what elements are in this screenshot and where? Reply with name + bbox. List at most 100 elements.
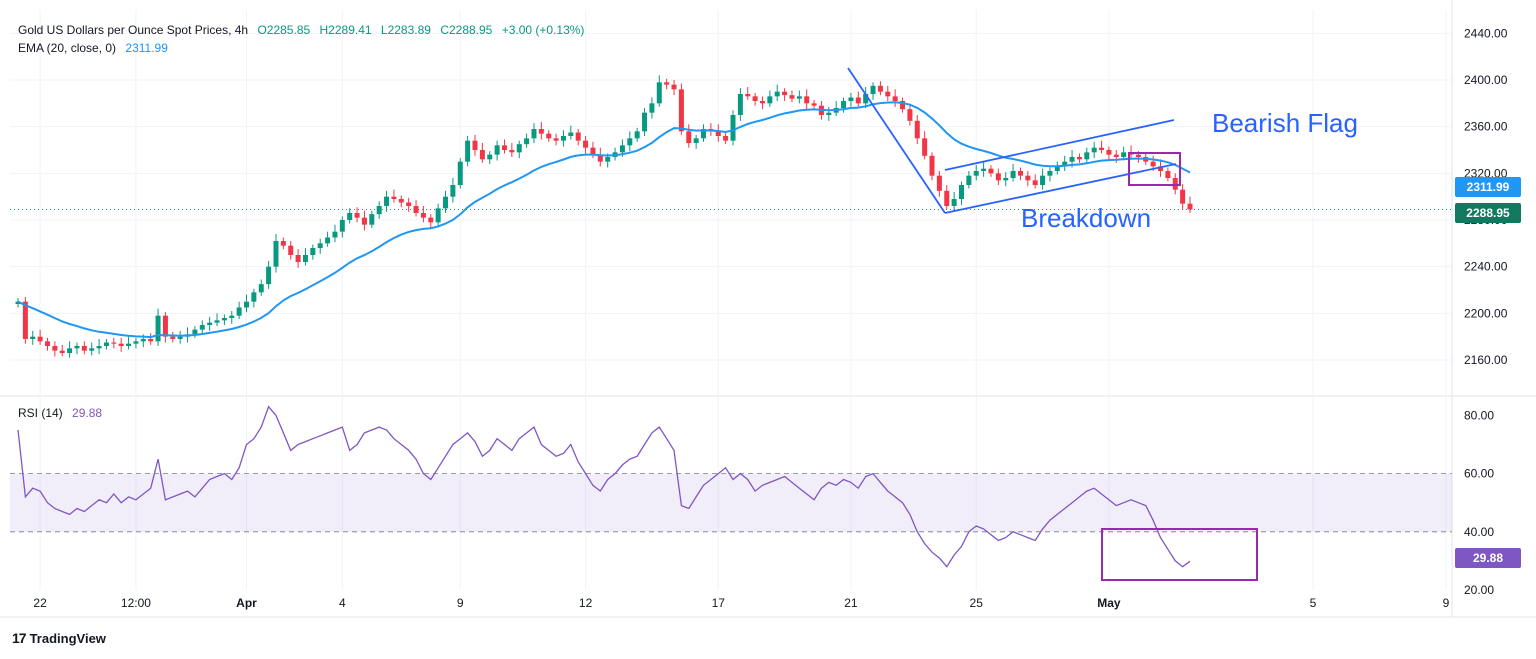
candle-body bbox=[936, 175, 942, 191]
candle-body bbox=[538, 129, 544, 134]
candle-body bbox=[192, 329, 198, 335]
candle-body bbox=[1076, 157, 1082, 160]
candle-body bbox=[413, 206, 419, 213]
brand-name: TradingView bbox=[29, 630, 106, 646]
candle-body bbox=[126, 343, 132, 346]
symbol-title[interactable]: Gold US Dollars per Ounce Spot Prices, 4… bbox=[18, 23, 249, 37]
candle-body bbox=[914, 120, 920, 139]
candle-body bbox=[1040, 175, 1046, 185]
candle-body bbox=[863, 94, 869, 104]
rsi-tick-label: 20.00 bbox=[1464, 583, 1494, 597]
candle-body bbox=[575, 132, 581, 141]
ema-price-badge-bg bbox=[1455, 177, 1521, 197]
candle-body bbox=[376, 206, 382, 215]
candle-body bbox=[1180, 189, 1186, 204]
candle-body bbox=[170, 336, 176, 339]
candle-body bbox=[398, 199, 404, 203]
ohlc-low: L2283.89 bbox=[380, 23, 431, 37]
rsi-layer bbox=[17, 405, 1191, 568]
candle-body bbox=[1025, 175, 1031, 181]
candle-body bbox=[59, 350, 65, 353]
last-price-badge: 2288.95 bbox=[1466, 206, 1510, 220]
candle-body bbox=[89, 348, 95, 351]
candle-body bbox=[354, 213, 360, 218]
candle-body bbox=[133, 341, 139, 344]
rsi-value-badge: 29.88 bbox=[1473, 551, 1503, 565]
candle-body bbox=[22, 301, 28, 339]
candle-body bbox=[1121, 152, 1127, 157]
candle-body bbox=[1091, 147, 1097, 153]
candle-body bbox=[199, 325, 205, 330]
candle-body bbox=[155, 315, 161, 342]
rsi-highlight-box bbox=[1101, 528, 1258, 581]
ema-legend[interactable]: EMA (20, close, 0) 2311.99 bbox=[18, 41, 174, 55]
candle-body bbox=[177, 336, 183, 339]
candle-body bbox=[310, 248, 316, 255]
candle-body bbox=[509, 150, 515, 153]
candle-body bbox=[745, 94, 751, 97]
candle-body bbox=[774, 91, 780, 97]
candle-body bbox=[597, 154, 603, 162]
time-tick-label: 9 bbox=[457, 596, 464, 610]
candle-body bbox=[922, 138, 928, 156]
rsi-legend[interactable]: RSI (14) 29.88 bbox=[18, 406, 108, 420]
tradingview-logo[interactable]: 17 TradingView bbox=[12, 630, 106, 646]
ema-price-badge: 2311.99 bbox=[1467, 180, 1510, 194]
candle-body bbox=[907, 109, 913, 121]
candle-body bbox=[995, 173, 1001, 181]
price-tick-label: 2400.00 bbox=[1464, 73, 1508, 87]
candle-body bbox=[1099, 147, 1105, 150]
candle-body bbox=[664, 82, 670, 85]
candle-body bbox=[140, 339, 146, 342]
candle-body bbox=[546, 133, 552, 139]
candle-body bbox=[516, 144, 522, 153]
candle-body bbox=[811, 103, 817, 106]
candle-body bbox=[1010, 171, 1016, 178]
candle-body bbox=[1062, 161, 1068, 167]
candle-body bbox=[273, 241, 279, 267]
candle-body bbox=[443, 196, 449, 209]
candle-body bbox=[384, 196, 390, 206]
ohlc-close: C2288.95 bbox=[440, 23, 493, 37]
ema-label: EMA (20, close, 0) bbox=[18, 41, 117, 55]
candle-body bbox=[568, 132, 574, 136]
candle-body bbox=[1106, 150, 1112, 155]
candle-body bbox=[671, 84, 677, 90]
flagpole-line bbox=[847, 67, 946, 214]
candle-body bbox=[796, 96, 802, 99]
candle-body bbox=[870, 85, 876, 94]
candle-body bbox=[450, 185, 456, 197]
candle-body bbox=[877, 85, 883, 92]
candle-body bbox=[96, 346, 102, 349]
last-price-badge-bg bbox=[1455, 203, 1521, 223]
candle-body bbox=[435, 208, 441, 223]
candle-body bbox=[642, 112, 648, 132]
candle-body bbox=[207, 322, 213, 325]
candle-body bbox=[759, 101, 765, 104]
price-tick-label: 2200.00 bbox=[1464, 306, 1508, 320]
ema-value: 2311.99 bbox=[125, 41, 168, 55]
rsi-label: RSI (14) bbox=[18, 406, 63, 420]
candle-body bbox=[148, 339, 154, 342]
candle-body bbox=[715, 131, 721, 136]
flag-upper-trendline bbox=[944, 119, 1175, 171]
candle-body bbox=[958, 185, 964, 199]
rsi-band bbox=[10, 473, 1452, 533]
ohlc-change: +3.00 (+0.13%) bbox=[501, 23, 585, 37]
breakdown-highlight-box bbox=[1128, 152, 1181, 186]
candle-body bbox=[1003, 178, 1009, 181]
candle-body bbox=[1150, 161, 1156, 167]
candle-body bbox=[295, 255, 301, 262]
time-tick-label: 17 bbox=[712, 596, 726, 610]
ohlc-high: H2289.41 bbox=[319, 23, 372, 37]
candle-body bbox=[1069, 157, 1075, 162]
candle-body bbox=[701, 129, 707, 139]
time-tick-label: 25 bbox=[970, 596, 984, 610]
breakdown-label: Breakdown bbox=[1021, 203, 1151, 233]
candle-body bbox=[244, 301, 250, 308]
candle-body bbox=[44, 341, 50, 346]
candle-body bbox=[590, 147, 596, 155]
candle-body bbox=[1032, 180, 1038, 185]
price-tick-label: 2320.00 bbox=[1464, 166, 1508, 180]
